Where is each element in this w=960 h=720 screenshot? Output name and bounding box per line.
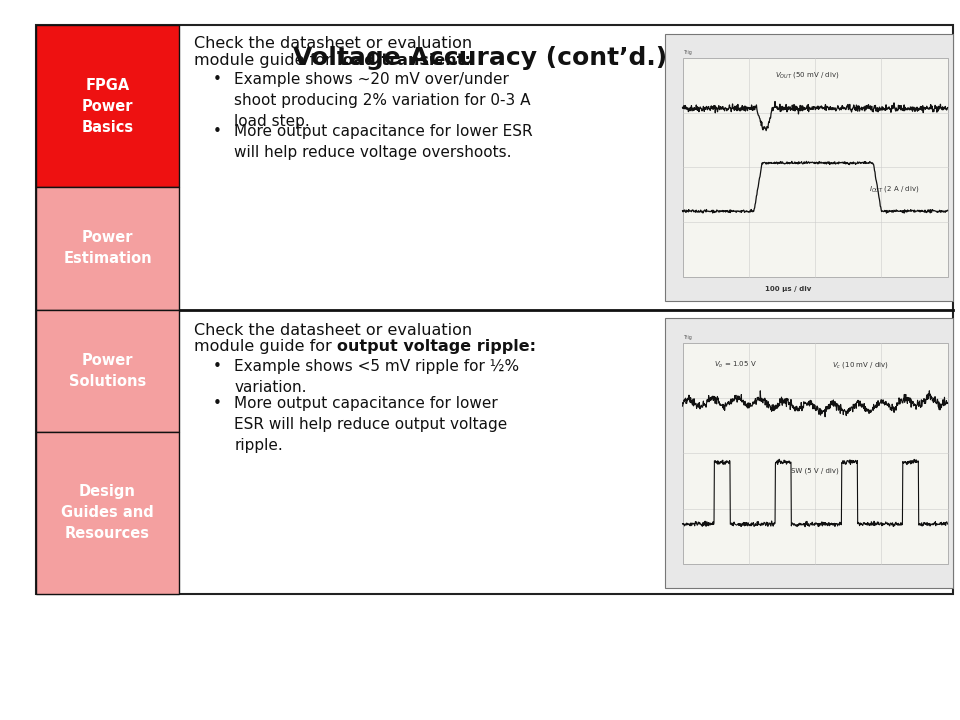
Bar [36,187,179,310]
Text: load transient:: load transient: [337,53,470,68]
Bar [36,310,179,432]
Bar [683,58,948,277]
Text: •: • [213,359,222,374]
Text: module guide for: module guide for [194,339,337,354]
Bar [683,343,948,564]
Text: More output capacitance for lower
ESR will help reduce output voltage
ripple.: More output capacitance for lower ESR wi… [234,395,508,453]
Text: Check the datasheet or evaluation: Check the datasheet or evaluation [194,323,472,338]
Text: •: • [213,395,222,410]
Bar [665,318,953,588]
Text: Check the datasheet or evaluation: Check the datasheet or evaluation [194,36,472,51]
Text: output voltage ripple:: output voltage ripple: [337,339,536,354]
Text: Trig: Trig [683,335,691,340]
Text: Trig: Trig [683,50,691,55]
Bar [665,34,953,301]
Text: $V_o$ = 1.05 V: $V_o$ = 1.05 V [714,359,757,370]
Text: module guide for: module guide for [194,53,337,68]
Text: Example shows <5 mV ripple for ½%
variation.: Example shows <5 mV ripple for ½% variat… [234,359,519,395]
Text: Design
Guides and
Resources: Design Guides and Resources [61,485,154,541]
Bar [36,432,179,594]
Text: FPGA
Power
Basics: FPGA Power Basics [82,78,133,135]
Text: $V_c$ (10 mV / div): $V_c$ (10 mV / div) [831,360,889,369]
Text: Example shows ~20 mV over/under
shoot producing 2% variation for 0-3 A
load step: Example shows ~20 mV over/under shoot pr… [234,72,531,129]
Bar [36,25,953,594]
Text: Voltage Accuracy (cont’d.): Voltage Accuracy (cont’d.) [293,45,667,70]
Text: 100 μs / div: 100 μs / div [765,286,812,292]
Text: •: • [213,124,222,139]
Text: SW (5 V / div): SW (5 V / div) [791,468,839,474]
Text: Power
Solutions: Power Solutions [69,353,146,389]
Text: •: • [213,72,222,87]
Text: $V_{OUT}$ (50 mV / div): $V_{OUT}$ (50 mV / div) [775,71,839,81]
Text: Power
Estimation: Power Estimation [63,230,152,266]
Text: More output capacitance for lower ESR
will help reduce voltage overshoots.: More output capacitance for lower ESR wi… [234,124,533,160]
Bar [36,25,179,187]
Text: $I_{OUT}$ (2 A / div): $I_{OUT}$ (2 A / div) [869,184,920,194]
